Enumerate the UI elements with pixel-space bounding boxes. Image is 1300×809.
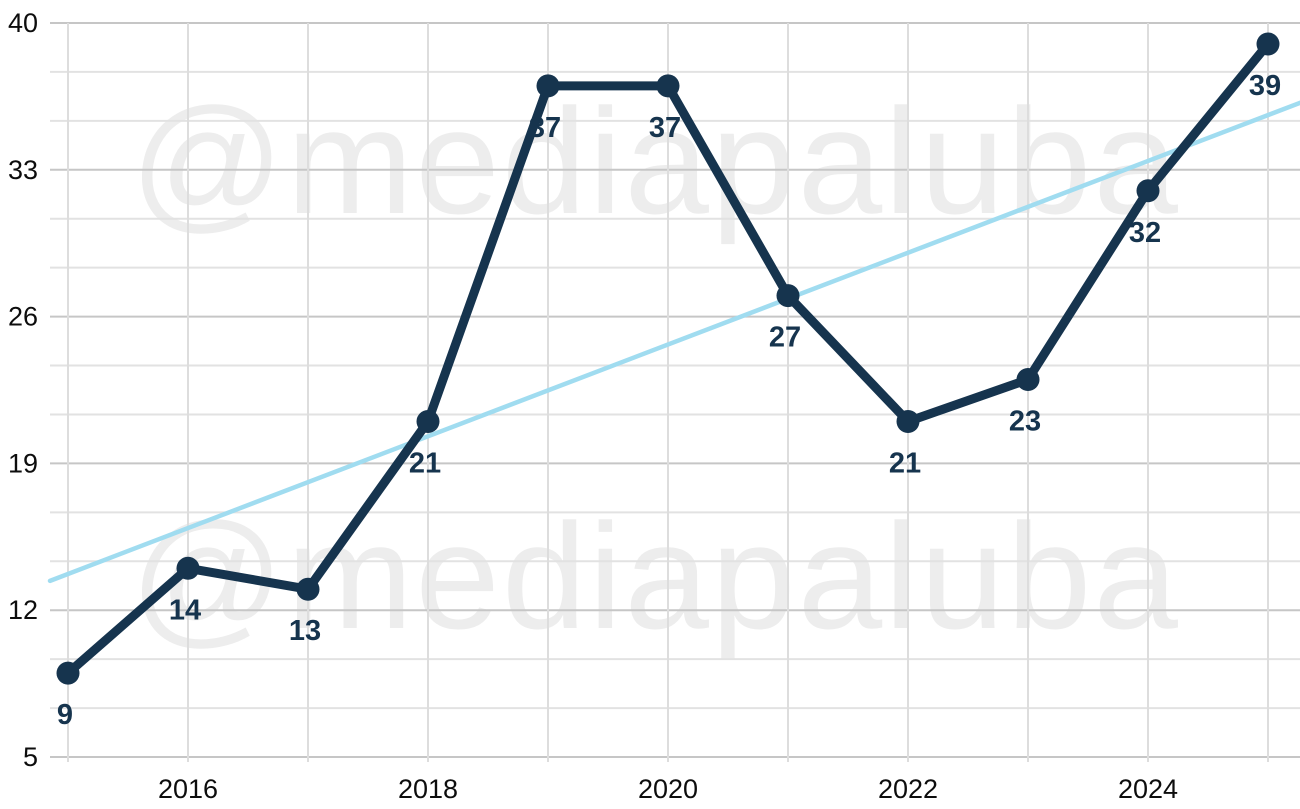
trend-line <box>47 100 1300 584</box>
data-point-labels: 9 14 13 21 37 37 27 21 23 32 39 <box>57 70 1281 731</box>
watermark-text-top: @mediapaluba <box>130 77 1180 245</box>
data-point <box>656 74 680 98</box>
y-axis-tick-label: 12 <box>8 595 38 625</box>
data-point <box>1256 32 1280 56</box>
data-point-label: 21 <box>409 447 441 479</box>
y-axis-tick-label: 33 <box>8 155 38 185</box>
y-axis-labels: 40 33 26 19 12 5 <box>8 8 38 772</box>
y-axis-tick-label: 19 <box>8 448 38 478</box>
data-point-label: 9 <box>57 699 73 731</box>
data-point <box>1136 179 1160 203</box>
data-point-label: 37 <box>649 112 681 144</box>
data-point <box>1016 368 1040 392</box>
x-axis-tick-label: 2016 <box>158 774 218 804</box>
data-point-label: 13 <box>289 615 321 647</box>
data-point <box>296 577 320 601</box>
x-axis-tick-label: 2022 <box>878 774 938 804</box>
data-point <box>776 284 800 308</box>
data-point <box>176 556 200 580</box>
x-axis-tick-label: 2024 <box>1118 774 1178 804</box>
watermark-text-bottom: @mediapaluba <box>130 492 1180 660</box>
data-point-label: 27 <box>769 322 801 354</box>
data-point <box>56 661 80 685</box>
data-point-label: 21 <box>889 447 921 479</box>
data-point-label: 14 <box>169 594 201 626</box>
x-axis-tick-label: 2020 <box>638 774 698 804</box>
data-point-label: 32 <box>1129 217 1161 249</box>
data-series <box>56 32 1280 685</box>
data-point <box>896 409 920 433</box>
y-axis-tick-label: 5 <box>23 742 38 772</box>
data-point-label: 39 <box>1249 70 1281 102</box>
y-axis-tick-label: 26 <box>8 302 38 332</box>
data-point-label: 37 <box>529 112 561 144</box>
x-axis-labels: 2016 2018 2020 2022 2024 <box>158 774 1178 804</box>
gridlines <box>50 22 1300 762</box>
data-point <box>536 74 560 98</box>
x-axis-tick-label: 2018 <box>398 774 458 804</box>
watermark-layer: @mediapaluba @mediapaluba <box>130 77 1180 660</box>
data-point <box>416 409 440 433</box>
y-axis-tick-label: 40 <box>8 8 38 38</box>
data-point-label: 23 <box>1009 406 1041 438</box>
trendline <box>47 100 1300 584</box>
